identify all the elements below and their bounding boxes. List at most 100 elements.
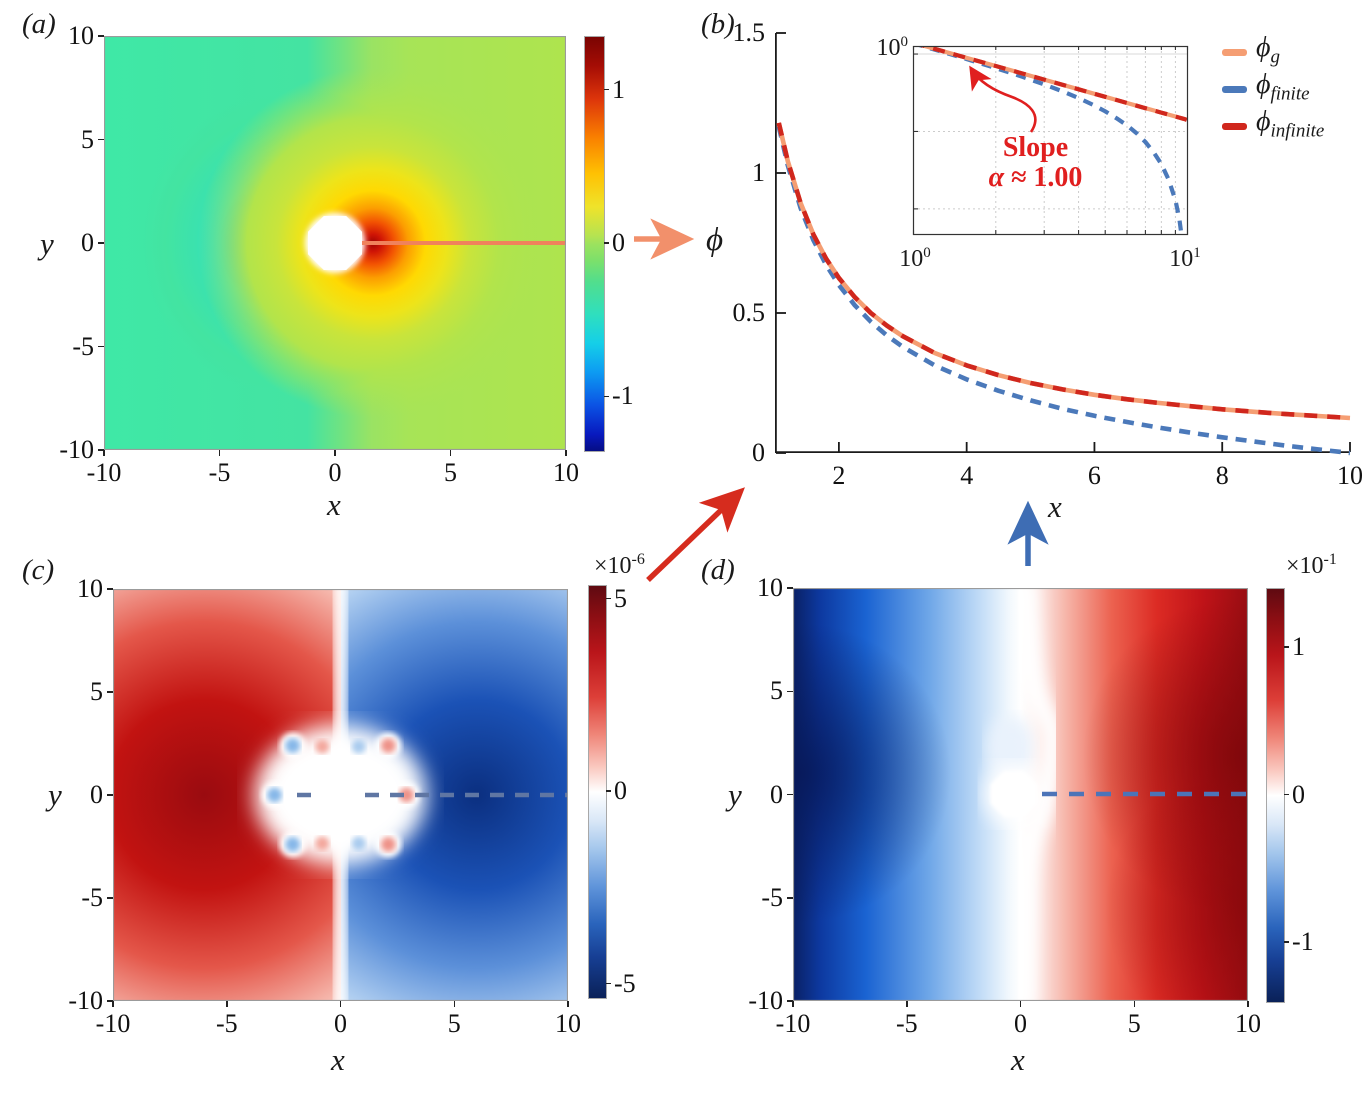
legend-row-phi-finite: ϕfinite [1222,70,1324,109]
c-x-tick-label: -5 [215,1009,238,1038]
legend-phi-infinite-main: ϕ [1256,105,1271,137]
c-y-tick-label: -5 [81,883,103,912]
inset-x-tick-exp-left: 0 [923,245,931,261]
d-colorbar-tick-label: 0 [1292,779,1305,809]
legend-label-phi-infinite: ϕinfinite [1256,105,1324,146]
colorbar-a [584,36,605,452]
slope-annotation-line1: Slope [1002,132,1069,163]
d-y-tickmark [787,897,793,899]
colorbar-scale-c: ×10-6 [594,551,645,580]
c-y-tickmark [107,1000,113,1002]
c-x-tick-label: 0 [334,1009,347,1038]
panel-c-letter: (c) [22,554,55,586]
c-y-tickmark [107,588,113,590]
d-x-tickmark [1247,1001,1249,1007]
a-colorbar-tick-label: 1 [612,74,625,104]
x-axis-label-a: x [327,487,341,522]
inset-x-tick-base-left: 10 [899,246,924,272]
d-y-tickmark [787,1000,793,1002]
heatmap-d [793,588,1248,1001]
c-x-tickmark [112,1001,114,1007]
c-y-tickmark [107,691,113,693]
d-x-tickmark [792,1001,794,1007]
a-colorbar-tickmark [604,395,609,398]
a-y-tick-label: 10 [68,21,94,50]
inset-frame [912,45,1189,236]
legend-swatch-phi-g [1222,49,1247,56]
a-x-tick-label: 0 [328,458,342,487]
colorbar-scale-c-prefix: ×10 [594,553,632,579]
b-curve-phi_infinite [776,122,1351,421]
slope-annotation: Slope α ≈ 1.00 [938,132,1133,193]
a-y-tick-label: -10 [59,435,94,464]
d-y-tick-label: 5 [770,676,783,706]
legend-label-phi-g: ϕg [1256,33,1281,72]
c-x-tickmark [453,1001,455,1007]
a-x-tick-label: 10 [553,458,579,487]
c-x-tick-label: -10 [95,1009,131,1038]
inset-x-tick-base-right: 10 [1169,246,1194,272]
y-axis-label-c: y [48,777,62,812]
panel-a-letter: (a) [22,8,56,40]
red-blob [399,787,414,803]
blue-blob [285,836,301,852]
red-blob [315,739,330,754]
c-y-tick-label: 0 [90,780,103,809]
colorbar-scale-d-prefix: ×10 [1286,553,1324,579]
legend-row-phi-g: ϕg [1222,33,1324,72]
a-colorbar-tickmark [604,88,609,91]
field-c-blob-rings [261,732,420,858]
colorbar-d [1266,588,1285,1003]
inset-curve-phi_finite [915,46,1184,235]
c-colorbar-tick-label: 5 [614,583,627,613]
panel-b-letter: (b) [701,8,735,40]
c-colorbar-tickmark [606,597,611,600]
legend: ϕg ϕfinite ϕinfinite [1222,33,1324,146]
c-colorbar-tick-label: 0 [614,776,627,805]
a-y-tickmark [98,35,104,37]
legend-phi-finite-sub: finite [1270,83,1310,105]
d-y-tick-label: -5 [761,882,783,912]
heatmap-a [104,36,566,450]
obstacle-octagon-d [990,771,1037,817]
c-colorbar-tickmark [606,982,611,985]
d-colorbar-tick-label: -1 [1292,927,1314,956]
d-colorbar-tickmark [1284,941,1289,943]
b-x-tick-label: 10 [1337,461,1363,490]
inset-y-tick-base: 10 [876,35,901,61]
slope-annotation-line2: α ≈ 1.00 [938,163,1133,193]
legend-label-phi-finite: ϕfinite [1256,70,1310,109]
c-y-tickmark [107,897,113,899]
x-axis-label-c: x [331,1042,345,1077]
c-y-tick-label: 5 [90,677,103,706]
a-y-tickmark [98,138,104,141]
a-x-tick-label: -5 [208,458,231,487]
a-colorbar-tickmark [604,242,609,244]
inset-x-tick-exp-right: 1 [1193,245,1201,261]
inset-curve-phi_infinite [916,46,1188,122]
a-y-tick-label: 0 [81,228,94,257]
y-axis-label-b: ϕ [706,222,724,258]
d-y-tickmark [787,587,793,589]
a-x-tickmark [334,450,336,456]
c-x-tickmark [226,1001,228,1007]
slope-alpha: α [988,162,1005,194]
a-colorbar-tick-label: 0 [612,228,625,257]
y-axis-label-d: y [728,777,742,812]
a-x-tick-label: 5 [444,458,457,487]
inset-x-tick-label-right: 101 [1155,245,1215,273]
c-colorbar-tickmark [606,790,611,792]
b-curve-phi_finite [776,125,1351,456]
frame-c [113,589,568,1001]
d-colorbar-tickmark [1284,646,1289,648]
legend-phi-g-sub: g [1270,46,1281,68]
c-x-tickmark [339,1001,342,1007]
inset-y-tick-label: 100 [848,34,909,62]
frame-d [793,588,1248,1001]
a-x-tickmark [218,450,221,456]
d-x-tick-label: -10 [775,1009,811,1038]
b-y-tick-label: 0 [752,438,765,467]
legend-swatch-phi-infinite [1222,123,1247,130]
field-c-blobs [267,738,414,852]
d-y-tick-label: 10 [757,573,783,602]
